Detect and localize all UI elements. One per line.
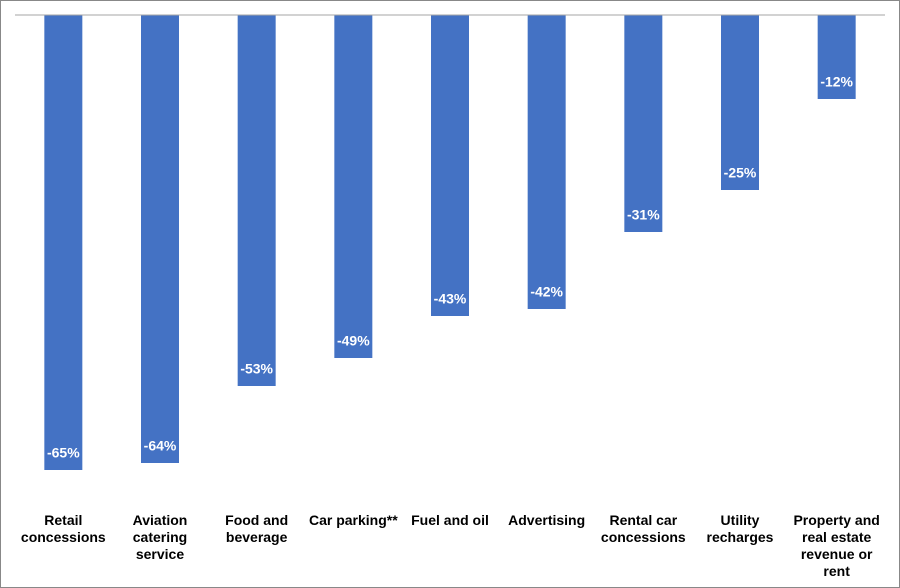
bar	[141, 15, 179, 463]
data-label: -25%	[724, 165, 757, 181]
bar	[527, 15, 566, 309]
bar	[334, 15, 373, 358]
x-tick-label: Property and real estate revenue or rent	[793, 512, 880, 579]
x-tick-label: Fuel and oil	[411, 512, 489, 528]
bar	[817, 15, 856, 99]
data-label: -53%	[240, 361, 273, 377]
bar	[431, 15, 469, 316]
x-tick-label: Car parking**	[308, 512, 398, 528]
data-label: -43%	[434, 291, 467, 307]
bar	[721, 15, 759, 190]
x-tick-label: Utility recharges	[706, 512, 774, 545]
data-label: -42%	[530, 284, 563, 300]
bar	[624, 15, 663, 232]
data-label: -31%	[627, 207, 660, 223]
bar	[237, 15, 276, 386]
data-label: -64%	[144, 438, 177, 454]
data-label: -12%	[820, 74, 853, 90]
x-tick-label: Rental car concessions	[600, 512, 686, 545]
data-label: -49%	[337, 333, 370, 349]
x-tick-label: Retail concessions	[20, 512, 106, 545]
x-tick-label: Aviation catering service	[132, 512, 188, 562]
x-tick-label: Food and beverage	[225, 512, 289, 545]
bar	[44, 15, 83, 470]
data-label: -65%	[47, 445, 80, 461]
x-tick-label: Advertising	[508, 512, 586, 528]
